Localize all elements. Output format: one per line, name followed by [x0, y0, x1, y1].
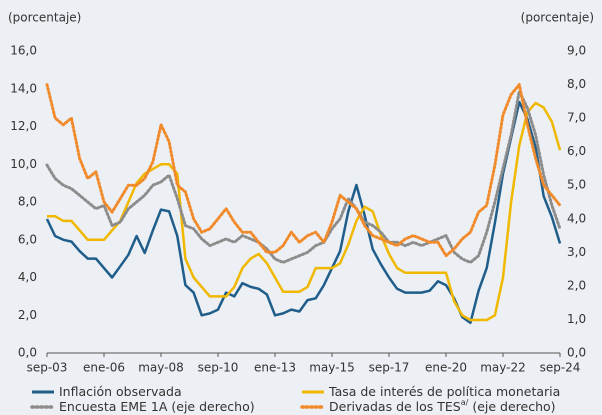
series-line [45, 83, 562, 258]
y2-tick-label: 2,0 [567, 278, 586, 292]
legend-label: Derivadas de los TESa/ (eje derecho) [329, 398, 556, 414]
y-tick-label: 2,0 [18, 308, 37, 322]
y-tick-label: 6,0 [18, 232, 37, 246]
y2-tick-label: 5,0 [567, 178, 586, 192]
series-line [45, 100, 562, 325]
y2-tick-label: 1,0 [567, 312, 586, 326]
y2-tick-label: 3,0 [567, 245, 586, 259]
legend-name: Derivadas de los TES [329, 399, 461, 414]
y2-tick-label: 8,0 [567, 77, 586, 91]
legend-name: Inflación observada [59, 384, 182, 399]
y-tick-label: 4,0 [18, 270, 37, 284]
legend-note: a/ [461, 398, 469, 407]
x-tick-label: may-15 [309, 361, 355, 375]
y-tick-label: 12,0 [10, 119, 37, 133]
legend-name: Encuesta EME 1A (eje derecho) [59, 399, 255, 414]
x-tick-label: sep-17 [369, 361, 410, 375]
x-tick-label: sep-03 [27, 361, 68, 375]
y-tick-label: 14,0 [10, 81, 37, 95]
series-line [47, 101, 562, 322]
y-tick-label: 8,0 [18, 195, 37, 209]
y2-tick-label: 7,0 [567, 111, 586, 125]
x-tick-label: may-22 [480, 361, 526, 375]
series-line [45, 89, 562, 264]
x-tick-label: sep-10 [198, 361, 239, 375]
y2-tick-label: 6,0 [567, 144, 586, 158]
y2-tick-label: 0,0 [567, 346, 586, 360]
x-tick-label: ene-13 [254, 361, 296, 375]
x-tick-label: ene-20 [425, 361, 467, 375]
x-tick-label: ene-06 [83, 361, 125, 375]
legend-name: Tasa de interés de política monetaria [328, 384, 560, 399]
legend-suffix: (eje derecho) [468, 399, 555, 414]
y2-axis-label: (porcentaje) [521, 11, 594, 25]
x-tick-label: may-08 [138, 361, 184, 375]
y2-tick-label: 4,0 [567, 211, 586, 225]
y-axis-label: (porcentaje) [8, 11, 81, 25]
y2-tick-label: 9,0 [567, 44, 586, 58]
y-tick-label: 0,0 [18, 346, 37, 360]
y-tick-label: 16,0 [10, 44, 37, 58]
legend-label: Tasa de interés de política monetaria [328, 384, 560, 399]
x-tick-label: sep-24 [540, 361, 581, 375]
legend-label: Encuesta EME 1A (eje derecho) [59, 399, 255, 414]
legend-label: Inflación observada [59, 384, 182, 399]
y-tick-label: 10,0 [10, 157, 37, 171]
